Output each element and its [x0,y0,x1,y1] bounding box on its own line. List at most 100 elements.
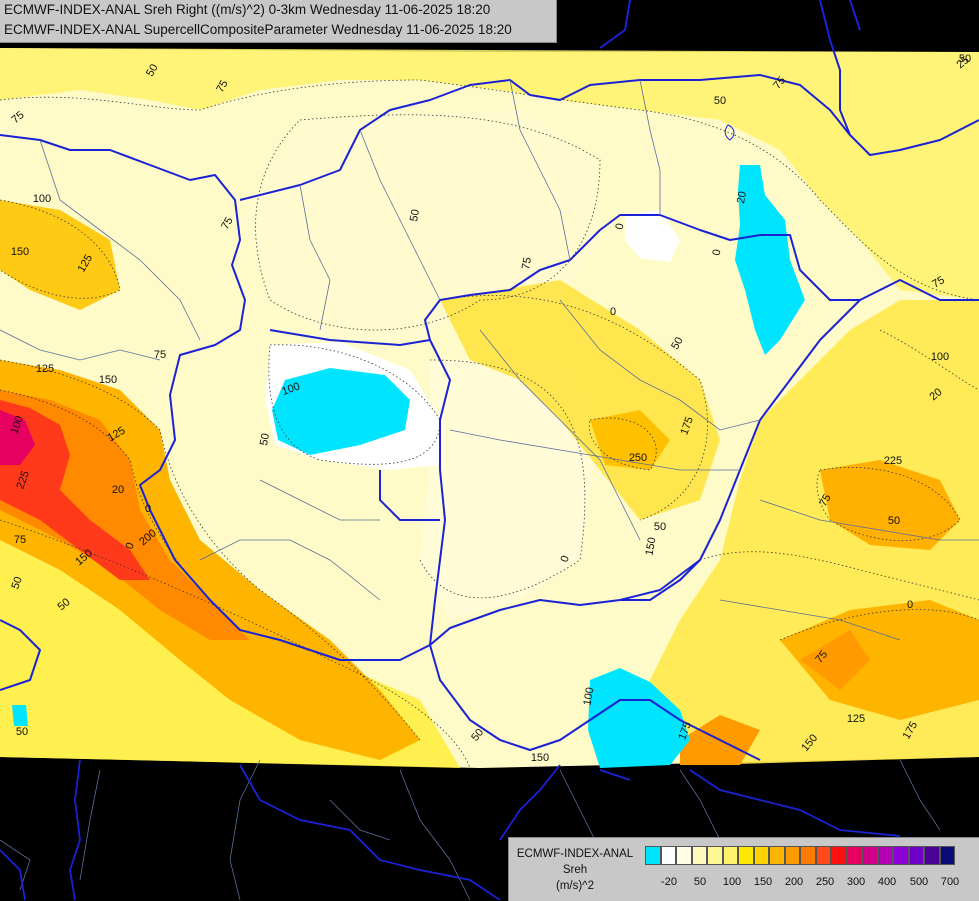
contour-label: 50 [959,53,971,65]
legend-tick-label: 250 [815,876,835,888]
legend-swatch [660,846,676,865]
orange-blob-southeast [780,600,979,720]
legend-swatch [877,846,893,865]
legend-tick-label: 100 [722,876,742,888]
contour-label: 50 [669,335,686,352]
contour-label: 75 [930,274,947,291]
header-line-1: ECMWF-INDEX-ANAL Sreh Right ((m/s)^2) 0-… [4,2,491,17]
legend-swatch [831,846,847,865]
contour-label: 50 [16,726,28,738]
legend-tick-label: 300 [846,876,866,888]
orange-blob-center [590,410,670,470]
legend-title: ECMWF-INDEX-ANAL Sreh (m/s)^2 [511,846,639,894]
contour-label: 75 [520,256,534,270]
contour-label: 20 [112,484,124,496]
contour-label: 0 [145,503,151,515]
cyan-region-south [588,668,690,768]
contour-label: 75 [219,215,236,232]
contour-label: 75 [14,534,26,546]
country-borders [0,0,979,761]
pale-field-south [420,360,600,620]
legend-swatch [924,846,940,865]
contour-label: 50 [258,432,272,446]
contour-label: 0 [123,541,136,551]
cyan-region-northeast [735,165,805,355]
contour-label: 0 [907,599,913,611]
contour-label: 175 [678,415,696,436]
header-line-2: ECMWF-INDEX-ANAL SupercellCompositeParam… [4,22,512,37]
contour-label: 125 [847,713,865,725]
contour-label: 100 [280,380,301,398]
legend-swatch [676,846,692,865]
region-borders [0,79,979,900]
legend-tick-label: 400 [877,876,897,888]
legend-swatch [707,846,723,865]
contour-label: 75 [817,492,834,509]
contour-label: 150 [531,752,549,764]
legend-tick-label: 150 [753,876,773,888]
contour-label: 50 [9,575,24,591]
contour-label: 0 [711,248,724,256]
legend-swatch [893,846,909,865]
legend-title-line-2: Sreh [562,864,588,876]
legend-swatch [846,846,862,865]
contour-label: 175 [676,720,694,741]
contour-label: 100 [582,686,597,706]
legend-swatch [769,846,785,865]
lake-outline [724,124,735,141]
contour-label: 100 [8,414,26,435]
contour-label: 225 [884,455,902,467]
contour-label: 50 [408,208,422,222]
orange-blob-west [0,200,120,310]
legend-swatch [691,846,707,865]
contour-label: 100 [33,193,51,205]
cyan-region-west [12,705,28,726]
legend-title-line-3: (m/s)^2 [556,880,594,892]
white-region-northeast [625,210,680,262]
contour-label: 150 [11,246,29,258]
legend-title-line-1: ECMWF-INDEX-ANAL [516,848,634,860]
contour-label: 50 [714,95,726,107]
legend-swatch [753,846,769,865]
legend-tick-label: 200 [784,876,804,888]
contour-label: 125 [36,363,54,375]
legend-swatch [939,846,955,865]
orange-blob-east [820,460,960,550]
red-core-sw [0,400,150,580]
contour-label: 150 [99,374,117,386]
legend-swatch [722,846,738,865]
legend-swatch [738,846,754,865]
contour-label: 0 [558,554,571,564]
contour-label: 150 [644,536,659,556]
contour-label: 0 [610,306,616,318]
orange-core-southeast [800,630,870,690]
contour-label: 75 [214,78,231,95]
legend-ticks: -20 50 100 150 200 250 300 400 500 700 [645,876,975,892]
contour-label: 50 [888,515,900,527]
legend-tick-label: 500 [909,876,929,888]
legend-swatch [815,846,831,865]
contour-label: 100 [931,351,949,363]
legend-swatches [645,846,955,865]
crimson-core-sw [0,410,35,465]
cyan-region-lake [272,368,410,455]
legend-tick-label: 700 [940,876,960,888]
legend-swatch [908,846,924,865]
legend-tick-label: 50 [693,876,707,888]
legend-swatch [800,846,816,865]
outer-borders [0,759,901,900]
legend-swatch [784,846,800,865]
contour-label: 75 [154,349,166,361]
color-legend: ECMWF-INDEX-ANAL Sreh (m/s)^2 -20 50 100 15… [508,837,979,901]
legend-tick-label: -20 [661,876,677,888]
legend-swatch [862,846,878,865]
contour-label: 0 [614,222,627,230]
contour-label: 50 [144,62,161,79]
yellow-field-north [0,48,979,300]
map-header: ECMWF-INDEX-ANAL Sreh Right ((m/s)^2) 0-… [0,0,557,43]
contour-label: 50 [654,521,666,533]
contour-label: 250 [629,452,647,464]
pale-field-center [240,110,600,340]
contour-label: 225 [14,469,32,490]
